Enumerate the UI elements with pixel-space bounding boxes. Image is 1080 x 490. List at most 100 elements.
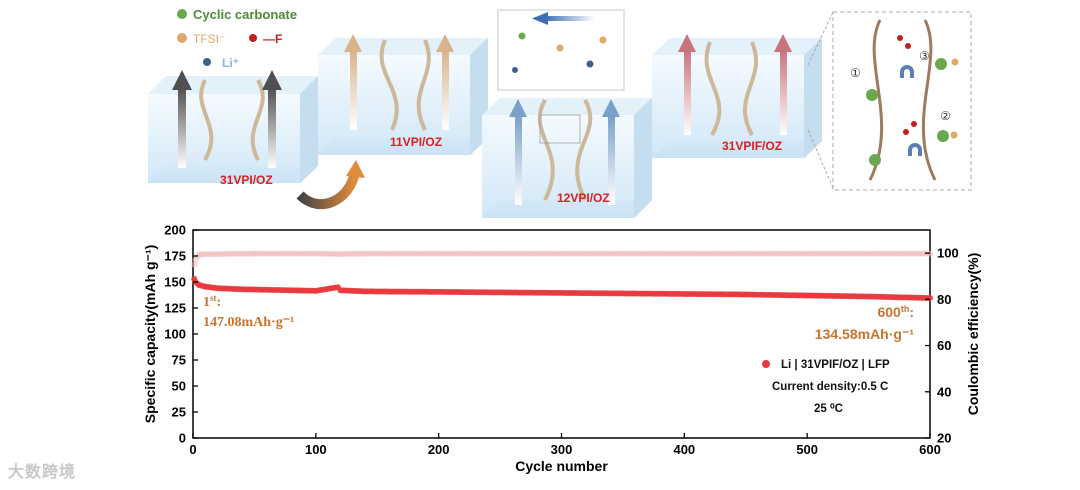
polymer-chain <box>250 79 265 161</box>
panel-side <box>300 76 318 183</box>
panel-top <box>482 98 652 115</box>
y2-tick-label: 80 <box>937 292 951 307</box>
fluorine-icon <box>911 121 917 127</box>
tfsi-icon <box>599 36 607 44</box>
ion-flux-arrowhead <box>509 99 527 117</box>
transition-arrow <box>296 170 360 210</box>
y-tick-label: 175 <box>164 249 186 264</box>
capacity-point <box>927 295 933 302</box>
ion-flux-arrow <box>442 50 449 130</box>
migration-arrowhead <box>532 12 548 25</box>
legend-fluorine: —F <box>263 32 282 46</box>
transition-arrowhead <box>346 160 365 178</box>
ion-flux-arrow <box>350 50 357 130</box>
last-cycle-value: 134.58mAh·g⁻¹ <box>815 326 915 342</box>
y-tick-label: 125 <box>164 301 186 316</box>
y-tick-label: 150 <box>164 275 186 290</box>
ion-flux-arrow <box>178 88 186 168</box>
panel-top <box>318 38 488 55</box>
last-cycle-label: 600th: <box>877 304 914 320</box>
panel-label: 11VPI/OZ <box>390 135 442 149</box>
ion-flux-arrowhead <box>344 34 362 52</box>
ion-flux-arrowhead <box>602 99 620 117</box>
fluorine-icon <box>905 43 911 49</box>
y2-axis-label: Coulombic efficiency(%) <box>965 253 981 416</box>
chart-marks <box>191 250 933 302</box>
polymer-chain <box>742 41 759 136</box>
interaction-detail-inset: ① ② ③ <box>832 11 972 191</box>
fluorine-icon <box>249 34 257 42</box>
x-tick-label: 100 <box>305 442 327 457</box>
legend-label: Li | 31VPIF/OZ | LFP <box>781 359 890 371</box>
legend-cyclic-carbonate: Cyclic carbonate <box>193 7 297 22</box>
polymer-chain <box>537 99 555 201</box>
cyclic-carbonate-icon <box>177 9 187 19</box>
ion-flux-arrowhead <box>262 70 282 90</box>
y-tick-label: 25 <box>172 405 186 420</box>
polymer-chain <box>199 79 214 161</box>
ion-flux-arrow <box>268 88 276 168</box>
panel-label: 31VPIF/OZ <box>722 139 782 153</box>
tfsi-icon <box>950 131 958 139</box>
cyclic-carbonate-icon <box>935 58 947 70</box>
ion-flux-arrowhead <box>678 34 696 52</box>
y-tick-label: 100 <box>164 327 186 342</box>
ion-flux-arrow <box>780 50 787 135</box>
temperature-label: 25 ⁰C <box>814 402 843 415</box>
cyclic-carbonate-icon <box>937 130 949 142</box>
inset-frame <box>832 11 972 191</box>
panel-31vpi-oz: 31VPI/OZ <box>148 70 318 187</box>
fluorine-icon <box>897 35 903 41</box>
magnet-icon <box>908 143 922 156</box>
polymer-chain <box>921 19 937 181</box>
polymer-chain <box>575 99 593 201</box>
zoom-region <box>539 114 581 144</box>
x-axis-label: Cycle number <box>515 458 608 474</box>
current-density-label: Current density:0.5 C <box>772 381 888 393</box>
migration-arrow <box>545 16 595 21</box>
legend-li: Li⁺ <box>222 56 239 70</box>
first-cycle-label: 1st: <box>203 293 221 310</box>
y2-tick-label: 60 <box>937 338 951 353</box>
tfsi-icon <box>177 33 187 43</box>
schematic-legend: Cyclic carbonate TFSI⁻ —F Li⁺ <box>177 7 297 70</box>
panel-top <box>148 76 318 94</box>
interaction-1-marker: ① <box>850 66 861 80</box>
legend-marker <box>762 360 770 368</box>
tfsi-icon <box>556 44 564 52</box>
x-tick-label: 500 <box>796 442 818 457</box>
ion-flux-arrow <box>515 115 522 205</box>
panel-label: 12VPI/OZ <box>557 191 610 205</box>
interaction-2-marker: ② <box>940 109 951 123</box>
tfsi-icon <box>951 58 959 66</box>
y-tick-label: 50 <box>172 379 186 394</box>
cycling-chart: 0 100 200 300 400 500 600 0 25 50 75 100 125 150 175 20… <box>142 223 981 475</box>
interaction-3-marker: ③ <box>919 49 930 63</box>
panel-box <box>148 94 300 183</box>
cyclic-carbonate-icon <box>518 32 526 40</box>
x-tick-label: 600 <box>919 442 941 457</box>
ion-flux-arrow <box>608 115 615 205</box>
x-tick-label: 200 <box>428 442 450 457</box>
lithium-ion-icon <box>512 67 518 73</box>
first-cycle-value: 147.08mAh·g⁻¹ <box>203 315 294 330</box>
watermark: 大数跨境 <box>8 462 77 481</box>
ion-flux-arrowhead <box>436 34 454 52</box>
zoom-connector <box>807 129 834 189</box>
panel-11vpi-oz: 11VPI/OZ <box>318 34 488 155</box>
panel-12vpi-oz: 12VPI/OZ <box>482 9 652 218</box>
magnet-icon <box>900 65 914 78</box>
ion-flux-arrowhead <box>172 70 192 90</box>
polymer-chain <box>704 41 722 136</box>
cyclic-carbonate-icon <box>866 89 878 101</box>
panel-top <box>652 38 822 55</box>
y-tick-label: 75 <box>172 353 186 368</box>
panel-label: 31VPI/OZ <box>220 173 273 187</box>
panel-side <box>804 38 822 158</box>
efficiency-point <box>191 261 198 268</box>
y2-tick-label: 100 <box>937 246 959 261</box>
x-tick-label: 300 <box>551 442 573 457</box>
legend-tfsi: TFSI⁻ <box>193 32 225 46</box>
polymer-chain <box>416 39 431 131</box>
